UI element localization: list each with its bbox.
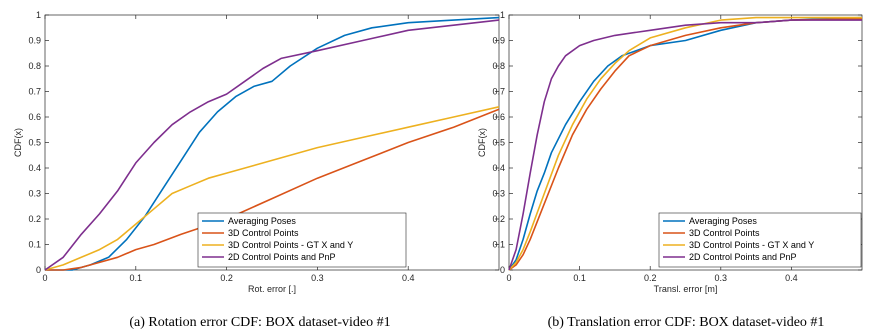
y-tick-label: 1 xyxy=(500,10,505,20)
y-tick-label: 0.7 xyxy=(28,87,41,97)
series-line-2 xyxy=(508,16,862,271)
y-tick-label: 0.4 xyxy=(492,163,505,173)
legend-box xyxy=(197,212,407,268)
series-line-0 xyxy=(45,16,500,271)
x-tick-label: 0.1 xyxy=(573,273,586,283)
legend-box xyxy=(658,212,862,268)
y-tick-label: 0.1 xyxy=(492,240,505,250)
y-tick-label: 1 xyxy=(36,10,41,20)
x-tick-label: 0.2 xyxy=(220,273,233,283)
y-tick-label: 0.5 xyxy=(492,138,505,148)
x-tick-label: 0.1 xyxy=(130,273,143,283)
y-tick-label: 0.9 xyxy=(492,36,505,46)
y-tick-label: 0.7 xyxy=(492,87,505,97)
y-tick-label: 0.1 xyxy=(28,240,41,250)
legend-entry-1: 3D Control Points xyxy=(689,228,760,238)
x-tick-label: 0.4 xyxy=(402,273,415,283)
series-line-3 xyxy=(508,19,862,271)
legend-entry-0: Averaging Poses xyxy=(228,216,296,226)
y-tick-label: 0.9 xyxy=(28,36,41,46)
y-tick-label: 0.6 xyxy=(492,112,505,122)
y-tick-label: 0 xyxy=(500,265,505,275)
x-tick-label: 0 xyxy=(506,273,511,283)
series-line-0 xyxy=(508,16,863,271)
x-tick-label: 0.4 xyxy=(785,273,798,283)
series-line-3 xyxy=(44,19,500,271)
y-tick-label: 0.3 xyxy=(492,189,505,199)
chart-0: 0 0.1 0.2 0.3 0.4 0 0.1 0.2 0.3 0.4 0.5 0.6 0.7 0.8 0.… xyxy=(13,10,500,330)
x-axis-label: Rot. error [.] xyxy=(248,284,296,294)
figure-caption: (b) Translation error CDF: BOX dataset-v… xyxy=(548,315,825,330)
series-line-2 xyxy=(44,106,500,271)
series-line-1 xyxy=(508,18,863,271)
y-tick-label: 0.5 xyxy=(28,138,41,148)
legend-entry-0: Averaging Poses xyxy=(689,216,757,226)
y-tick-label: 0.2 xyxy=(28,214,41,224)
y-axis-label: CDF(x) xyxy=(13,128,23,157)
x-axis-label: Transl. error [m] xyxy=(654,284,718,294)
y-tick-label: 0.3 xyxy=(28,189,41,199)
y-axis-label: CDF(x) xyxy=(477,128,487,157)
chart-1: 0 0.1 0.2 0.3 0.4 0 0.1 0.2 0.3 0.4 0.5 0.6 0.7 0.8 0.… xyxy=(477,10,863,330)
series-line-1 xyxy=(45,108,500,271)
legend-entry-3: 2D Control Points and PnP xyxy=(689,252,797,262)
x-tick-label: 0 xyxy=(42,273,47,283)
x-tick-label: 0.2 xyxy=(644,273,657,283)
legend-entry-2: 3D Control Points - GT X and Y xyxy=(228,240,353,250)
x-tick-label: 0.3 xyxy=(311,273,324,283)
x-tick-label: 0.3 xyxy=(715,273,728,283)
legend-entry-1: 3D Control Points xyxy=(228,228,299,238)
y-tick-label: 0.2 xyxy=(492,214,505,224)
y-tick-label: 0.6 xyxy=(28,112,41,122)
figure-caption: (a) Rotation error CDF: BOX dataset-vide… xyxy=(129,315,390,330)
legend: Averaging Poses 3D Control Points 3D Contr… xyxy=(658,212,862,268)
y-tick-label: 0.4 xyxy=(28,163,41,173)
y-tick-label: 0.8 xyxy=(28,61,41,71)
y-tick-label: 0 xyxy=(36,265,41,275)
legend: Averaging Poses 3D Control Points 3D Contr… xyxy=(197,212,407,268)
y-tick-label: 0.8 xyxy=(492,61,505,71)
legend-entry-3: 2D Control Points and PnP xyxy=(228,252,336,262)
legend-entry-2: 3D Control Points - GT X and Y xyxy=(689,240,814,250)
